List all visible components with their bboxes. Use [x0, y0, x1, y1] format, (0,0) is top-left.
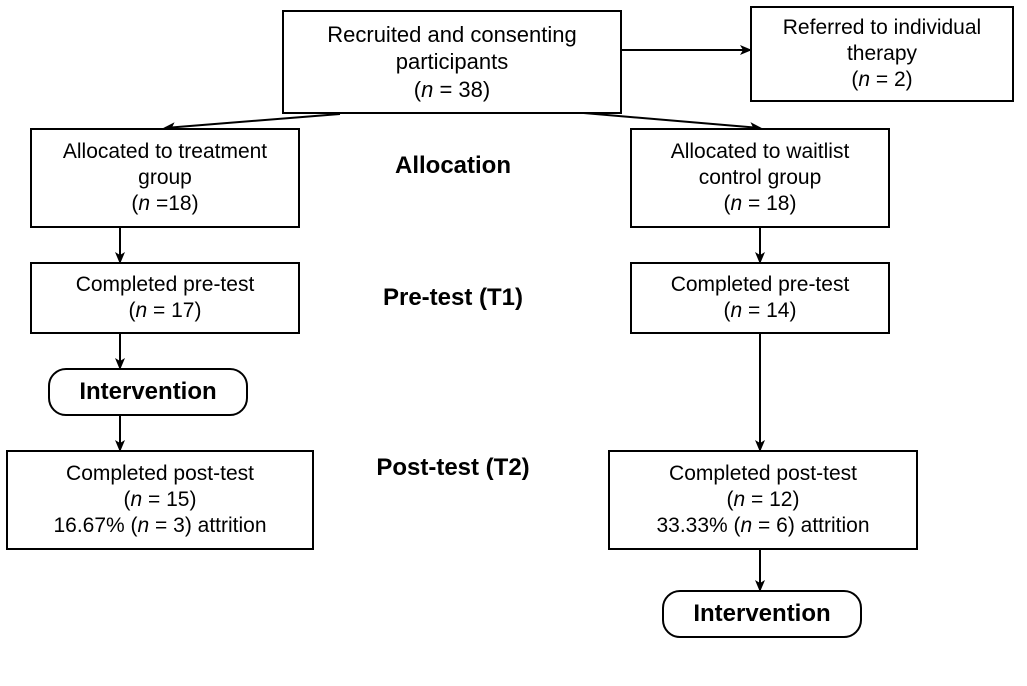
- stage-label-posttest: Post-test (T2): [340, 450, 566, 486]
- recruited-line2: participants: [396, 48, 509, 76]
- alloc-waitlist-line1: Allocated to waitlist: [671, 139, 850, 165]
- pretest-right-n: (n = 14): [724, 298, 797, 324]
- posttest-right-line1: Completed post-test: [669, 461, 857, 487]
- node-allocated-waitlist: Allocated to waitlist control group (n =…: [630, 128, 890, 228]
- recruited-line1: Recruited and consenting: [327, 21, 577, 49]
- alloc-treatment-n: (n =18): [131, 191, 198, 217]
- referred-line2: therapy: [847, 41, 917, 67]
- node-intervention-treatment: Intervention: [48, 368, 248, 416]
- posttest-right-attrition: 33.33% (n = 6) attrition: [656, 513, 869, 539]
- node-intervention-waitlist: Intervention: [662, 590, 862, 638]
- referred-line1: Referred to individual: [783, 15, 981, 41]
- alloc-treatment-line2: group: [138, 165, 192, 191]
- node-posttest-treatment: Completed post-test (n = 15) 16.67% (n =…: [6, 450, 314, 550]
- node-recruited: Recruited and consenting participants (n…: [282, 10, 622, 114]
- pretest-left-n: (n = 17): [129, 298, 202, 324]
- stage-label-allocation: Allocation: [340, 148, 566, 184]
- node-referred: Referred to individual therapy (n = 2): [750, 6, 1014, 102]
- pretest-left-line1: Completed pre-test: [76, 272, 255, 298]
- edge-recruited_bl-alloc_treatment_top: [165, 114, 340, 128]
- node-allocated-treatment: Allocated to treatment group (n =18): [30, 128, 300, 228]
- posttest-left-attrition: 16.67% (n = 3) attrition: [53, 513, 266, 539]
- posttest-left-n: (n = 15): [124, 487, 197, 513]
- intervention-left-label: Intervention: [79, 377, 216, 407]
- posttest-left-line1: Completed post-test: [66, 461, 254, 487]
- edge-recruited_br-alloc_waitlist_top: [572, 112, 760, 128]
- node-pretest-treatment: Completed pre-test (n = 17): [30, 262, 300, 334]
- referred-n: (n = 2): [851, 67, 912, 93]
- intervention-right-label: Intervention: [693, 599, 830, 629]
- pretest-right-line1: Completed pre-test: [671, 272, 850, 298]
- alloc-waitlist-n: (n = 18): [724, 191, 797, 217]
- alloc-waitlist-line2: control group: [699, 165, 822, 191]
- recruited-n: (n = 38): [414, 76, 490, 104]
- node-pretest-waitlist: Completed pre-test (n = 14): [630, 262, 890, 334]
- posttest-right-n: (n = 12): [727, 487, 800, 513]
- node-posttest-waitlist: Completed post-test (n = 12) 33.33% (n =…: [608, 450, 918, 550]
- stage-label-pretest: Pre-test (T1): [340, 280, 566, 316]
- alloc-treatment-line1: Allocated to treatment: [63, 139, 267, 165]
